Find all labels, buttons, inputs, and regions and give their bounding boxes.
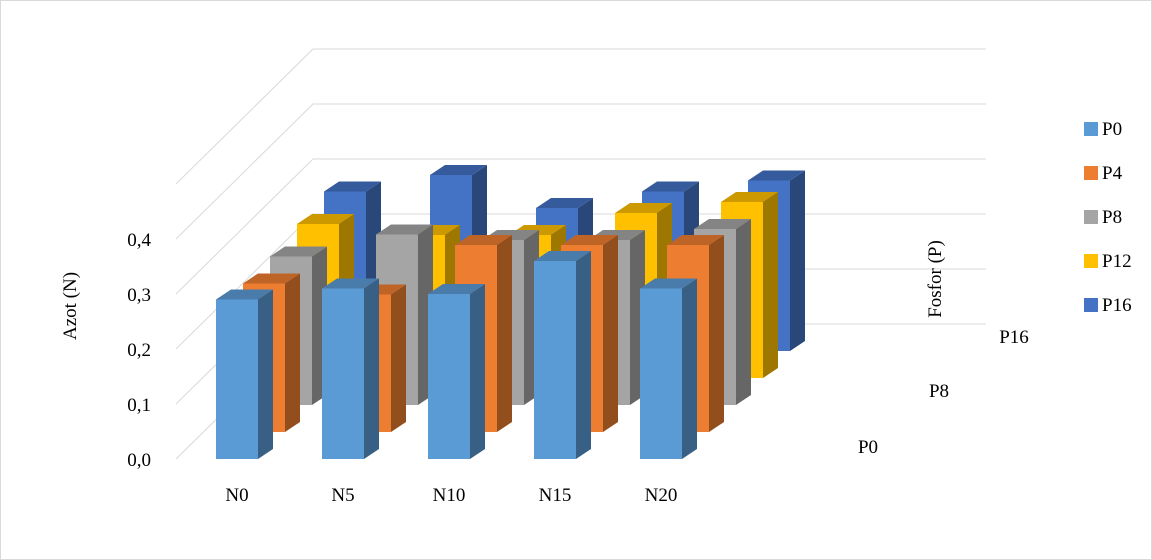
legend-swatch <box>1084 298 1098 312</box>
y-tick-label: 0,0 <box>127 450 151 471</box>
category-label: N0 <box>225 485 248 506</box>
depth-label: P8 <box>929 381 949 402</box>
legend-swatch <box>1084 122 1098 136</box>
y-tick-label: 0,2 <box>127 340 151 361</box>
legend-swatch <box>1084 254 1098 268</box>
gridline <box>175 48 986 185</box>
y-tick-label: 0,1 <box>127 395 151 416</box>
legend-item: P8 <box>1084 207 1122 228</box>
y-axis-title: Azot (N) <box>60 272 81 340</box>
bar-P0-N15 <box>534 251 591 459</box>
depth-label: P0 <box>858 437 878 458</box>
depth-axis-title: Fosfor (P) <box>925 240 946 318</box>
legend-item: P16 <box>1084 295 1132 316</box>
legend-label: P0 <box>1102 119 1122 140</box>
legend: P0 P4 P8 P12 P16 <box>1084 119 1132 316</box>
bars <box>216 165 805 459</box>
legend-label: P16 <box>1102 295 1132 316</box>
legend-item: P4 <box>1084 163 1123 184</box>
y-tick-label: 0,4 <box>127 230 151 251</box>
y-tick-label: 0,3 <box>127 285 151 306</box>
legend-swatch <box>1084 166 1098 180</box>
category-label: N5 <box>331 485 354 506</box>
gridline <box>175 158 986 295</box>
bar-P0-N20 <box>640 278 697 459</box>
bar-P0-N0 <box>216 289 273 459</box>
legend-label: P12 <box>1102 251 1132 272</box>
bar-P0-N10 <box>428 284 485 459</box>
legend-swatch <box>1084 210 1098 224</box>
depth-label: P16 <box>999 327 1029 348</box>
gridline <box>175 103 986 240</box>
category-label: N20 <box>645 485 678 506</box>
category-label: N10 <box>433 485 466 506</box>
labels: 0,0 0,1 0,2 0,3 0,4 N0 N5 N10 N15 N20 P0 P8 P16 Azot … <box>60 230 1029 506</box>
legend-item: P0 <box>1084 119 1122 140</box>
category-label: N15 <box>539 485 572 506</box>
legend-item: P12 <box>1084 251 1132 272</box>
bar-P0-N5 <box>322 278 379 459</box>
legend-label: P8 <box>1102 207 1122 228</box>
legend-label: P4 <box>1102 163 1123 184</box>
